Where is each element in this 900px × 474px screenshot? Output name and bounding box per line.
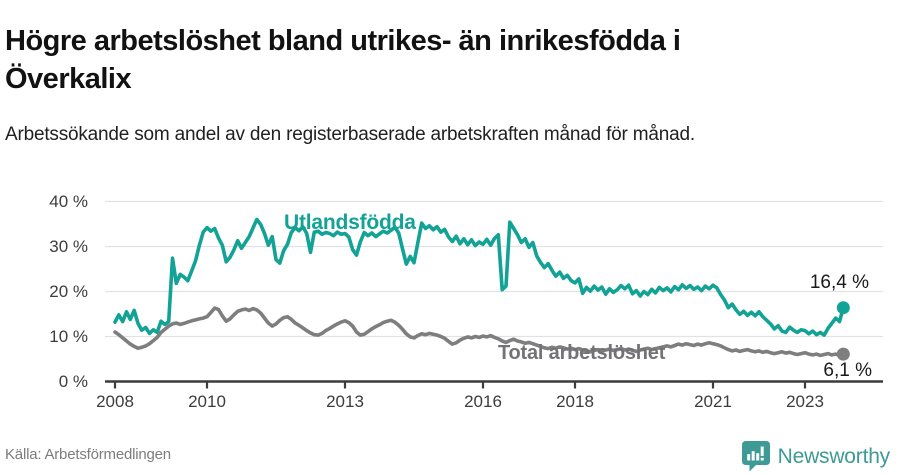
x-axis-tick-label: 2013 [326,392,364,411]
series-line [113,217,846,337]
x-axis-tick-label: 2008 [96,392,134,411]
x-axis-tick-label: 2018 [556,392,594,411]
x-axis-tick-label: 2010 [188,392,226,411]
end-value-utlandsfodda: 16,4 % [809,272,869,293]
y-axis-tick-label: 40 % [49,191,88,211]
x-axis-tick-label: 2016 [464,392,502,411]
series-line [113,306,846,358]
page-title-line1: Högre arbetslöshet bland utrikes- än inr… [5,25,681,58]
page-title-line2: Överkalix [5,63,132,96]
end-value-total-arbetsloshet: 6,1 % [823,360,872,381]
newsworthy-logo-text: Newsworthy [777,444,891,468]
y-axis-tick-label: 30 % [49,236,88,256]
series-end-dot [836,347,850,361]
series-label-total-arbetsloshet: Total arbetslöshet [498,342,666,364]
series-end-dot [836,301,850,315]
x-axis-tick-label: 2021 [694,392,732,411]
y-axis-tick-label: 0 % [58,371,88,391]
y-axis-tick-label: 20 % [49,281,88,301]
source-attribution: Källa: Arbetsförmedlingen [5,446,171,463]
newsworthy-logo: Newsworthy [741,441,891,472]
newsworthy-logo-icon [741,441,770,472]
y-axis-tick-label: 10 % [49,326,88,346]
series-label-utlandsfodda: Utlandsfödda [284,211,416,234]
x-axis-tick-label: 2023 [786,392,824,411]
chart-subtitle: Arbetssökande som andel av den registerb… [5,124,695,145]
page-title: Högre arbetslöshet bland utrikes- än inr… [5,23,890,98]
